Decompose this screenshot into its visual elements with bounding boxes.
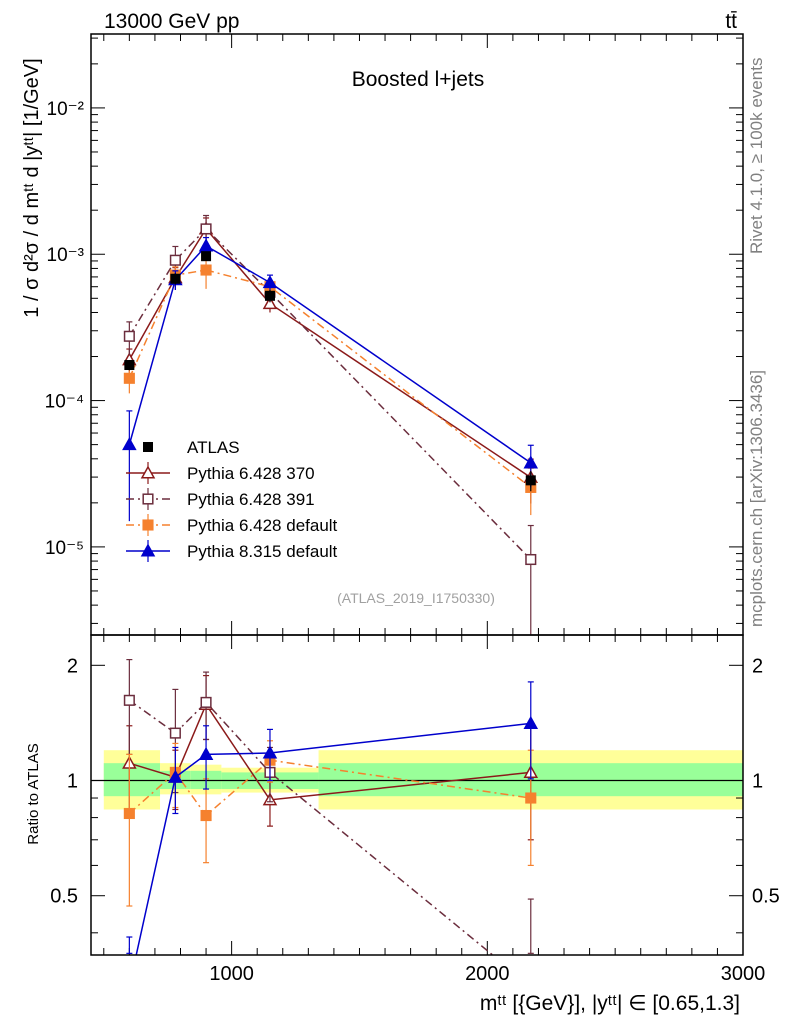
ratio-panel-frame — [90, 634, 744, 956]
data-point — [198, 238, 214, 252]
atlas-point — [264, 290, 275, 301]
ratio-y-tick-label-right: 2 — [752, 655, 763, 677]
main-ylabel: 1 / σ d²σ / d mᵗᵗ d |yᵗᵗ| [1/GeV] — [21, 58, 43, 317]
legend-marker — [142, 493, 154, 505]
legend-label: Pythia 6.428 370 — [187, 464, 315, 483]
data-point — [262, 296, 278, 310]
ratio-point — [525, 792, 537, 804]
data-point — [169, 254, 181, 266]
data-point — [525, 553, 537, 566]
y-tick-label: 10⁻² — [47, 99, 85, 120]
data-point — [523, 455, 539, 469]
ratio-point — [123, 807, 135, 820]
legend-label: Pythia 8.315 default — [187, 542, 338, 561]
x-tick-label: 3000 — [721, 963, 766, 985]
legend: ATLAS Pythia 6.428 370 Pythia 6.428 391 Pyt… — [126, 438, 338, 562]
ratio-y-tick-label: 1 — [67, 771, 78, 793]
x-tick-label: 2000 — [465, 963, 510, 985]
ratio-point — [198, 746, 214, 760]
atlas-point — [170, 273, 181, 284]
main-panel-series — [122, 214, 539, 635]
legend-marker — [140, 465, 156, 479]
legend-item: Pythia 6.428 default — [126, 514, 338, 536]
atlas-point — [201, 251, 212, 262]
ratio-point — [123, 694, 135, 706]
y-tick-label: 10⁻⁵ — [45, 538, 84, 559]
legend-label: Pythia 6.428 default — [187, 516, 338, 535]
rivet-label: Rivet 4.1.0, ≥ 100k events — [747, 58, 766, 254]
ratio-point — [200, 809, 212, 822]
watermark: (ATLAS_2019_I1750330) — [337, 590, 495, 606]
x-tick-label: 1000 — [209, 963, 254, 985]
ratio-panel-series — [122, 658, 539, 955]
ratio-y-tick-label: 2 — [67, 655, 78, 677]
ratio-y-tick-label: 0.5 — [50, 886, 78, 908]
header-left: 13000 GeV pp — [104, 10, 239, 33]
legend-label: ATLAS — [187, 438, 240, 457]
ratio-ylabel: Ratio to ATLAS — [25, 743, 42, 844]
main-panel-axes: 10⁻⁵ 10⁻⁴ 10⁻³ 10⁻² — [45, 34, 744, 955]
legend-item: Pythia 6.428 370 — [126, 462, 315, 484]
legend-item: ATLAS — [143, 438, 240, 457]
data-point — [122, 437, 137, 451]
ratio-point — [200, 696, 212, 708]
ratio-panel-axes: 1000 2000 3000 0.5 0.5 1 1 2 2 — [50, 655, 780, 985]
ratio-point — [523, 715, 539, 729]
ratio-line — [128, 699, 494, 955]
ratio-y-tick-label-right: 1 — [752, 771, 763, 793]
mcplots-label: mcplots.cern.ch [arXiv:1306.3436] — [747, 370, 766, 627]
legend-marker — [143, 442, 153, 452]
legend-marker — [142, 519, 154, 531]
data-point — [262, 275, 278, 289]
ratio-y-tick-label-right: 0.5 — [752, 886, 780, 908]
ratio-point — [262, 745, 278, 759]
data-point — [123, 372, 135, 384]
data-point — [200, 264, 212, 276]
legend-marker — [140, 543, 156, 557]
legend-item: Pythia 8.315 default — [126, 540, 338, 562]
ratio-point — [168, 769, 183, 783]
legend-item: Pythia 6.428 391 — [126, 488, 315, 510]
ratio-point — [169, 727, 181, 739]
y-tick-label: 10⁻³ — [47, 245, 85, 266]
legend-label: Pythia 6.428 391 — [187, 490, 315, 509]
ratio-series — [126, 681, 539, 955]
data-point — [123, 330, 135, 342]
data-point — [200, 223, 212, 235]
atlas-point — [525, 475, 536, 486]
main-title: Boosted l+jets — [352, 68, 485, 91]
y-tick-label: 10⁻⁴ — [45, 392, 84, 413]
atlas-point — [124, 360, 135, 371]
header-right: tt̄ — [725, 10, 737, 33]
x-axis-label: mᵗᵗ [{GeV}], |yᵗᵗ| ∈ [0.65,1.3] — [480, 992, 740, 1015]
